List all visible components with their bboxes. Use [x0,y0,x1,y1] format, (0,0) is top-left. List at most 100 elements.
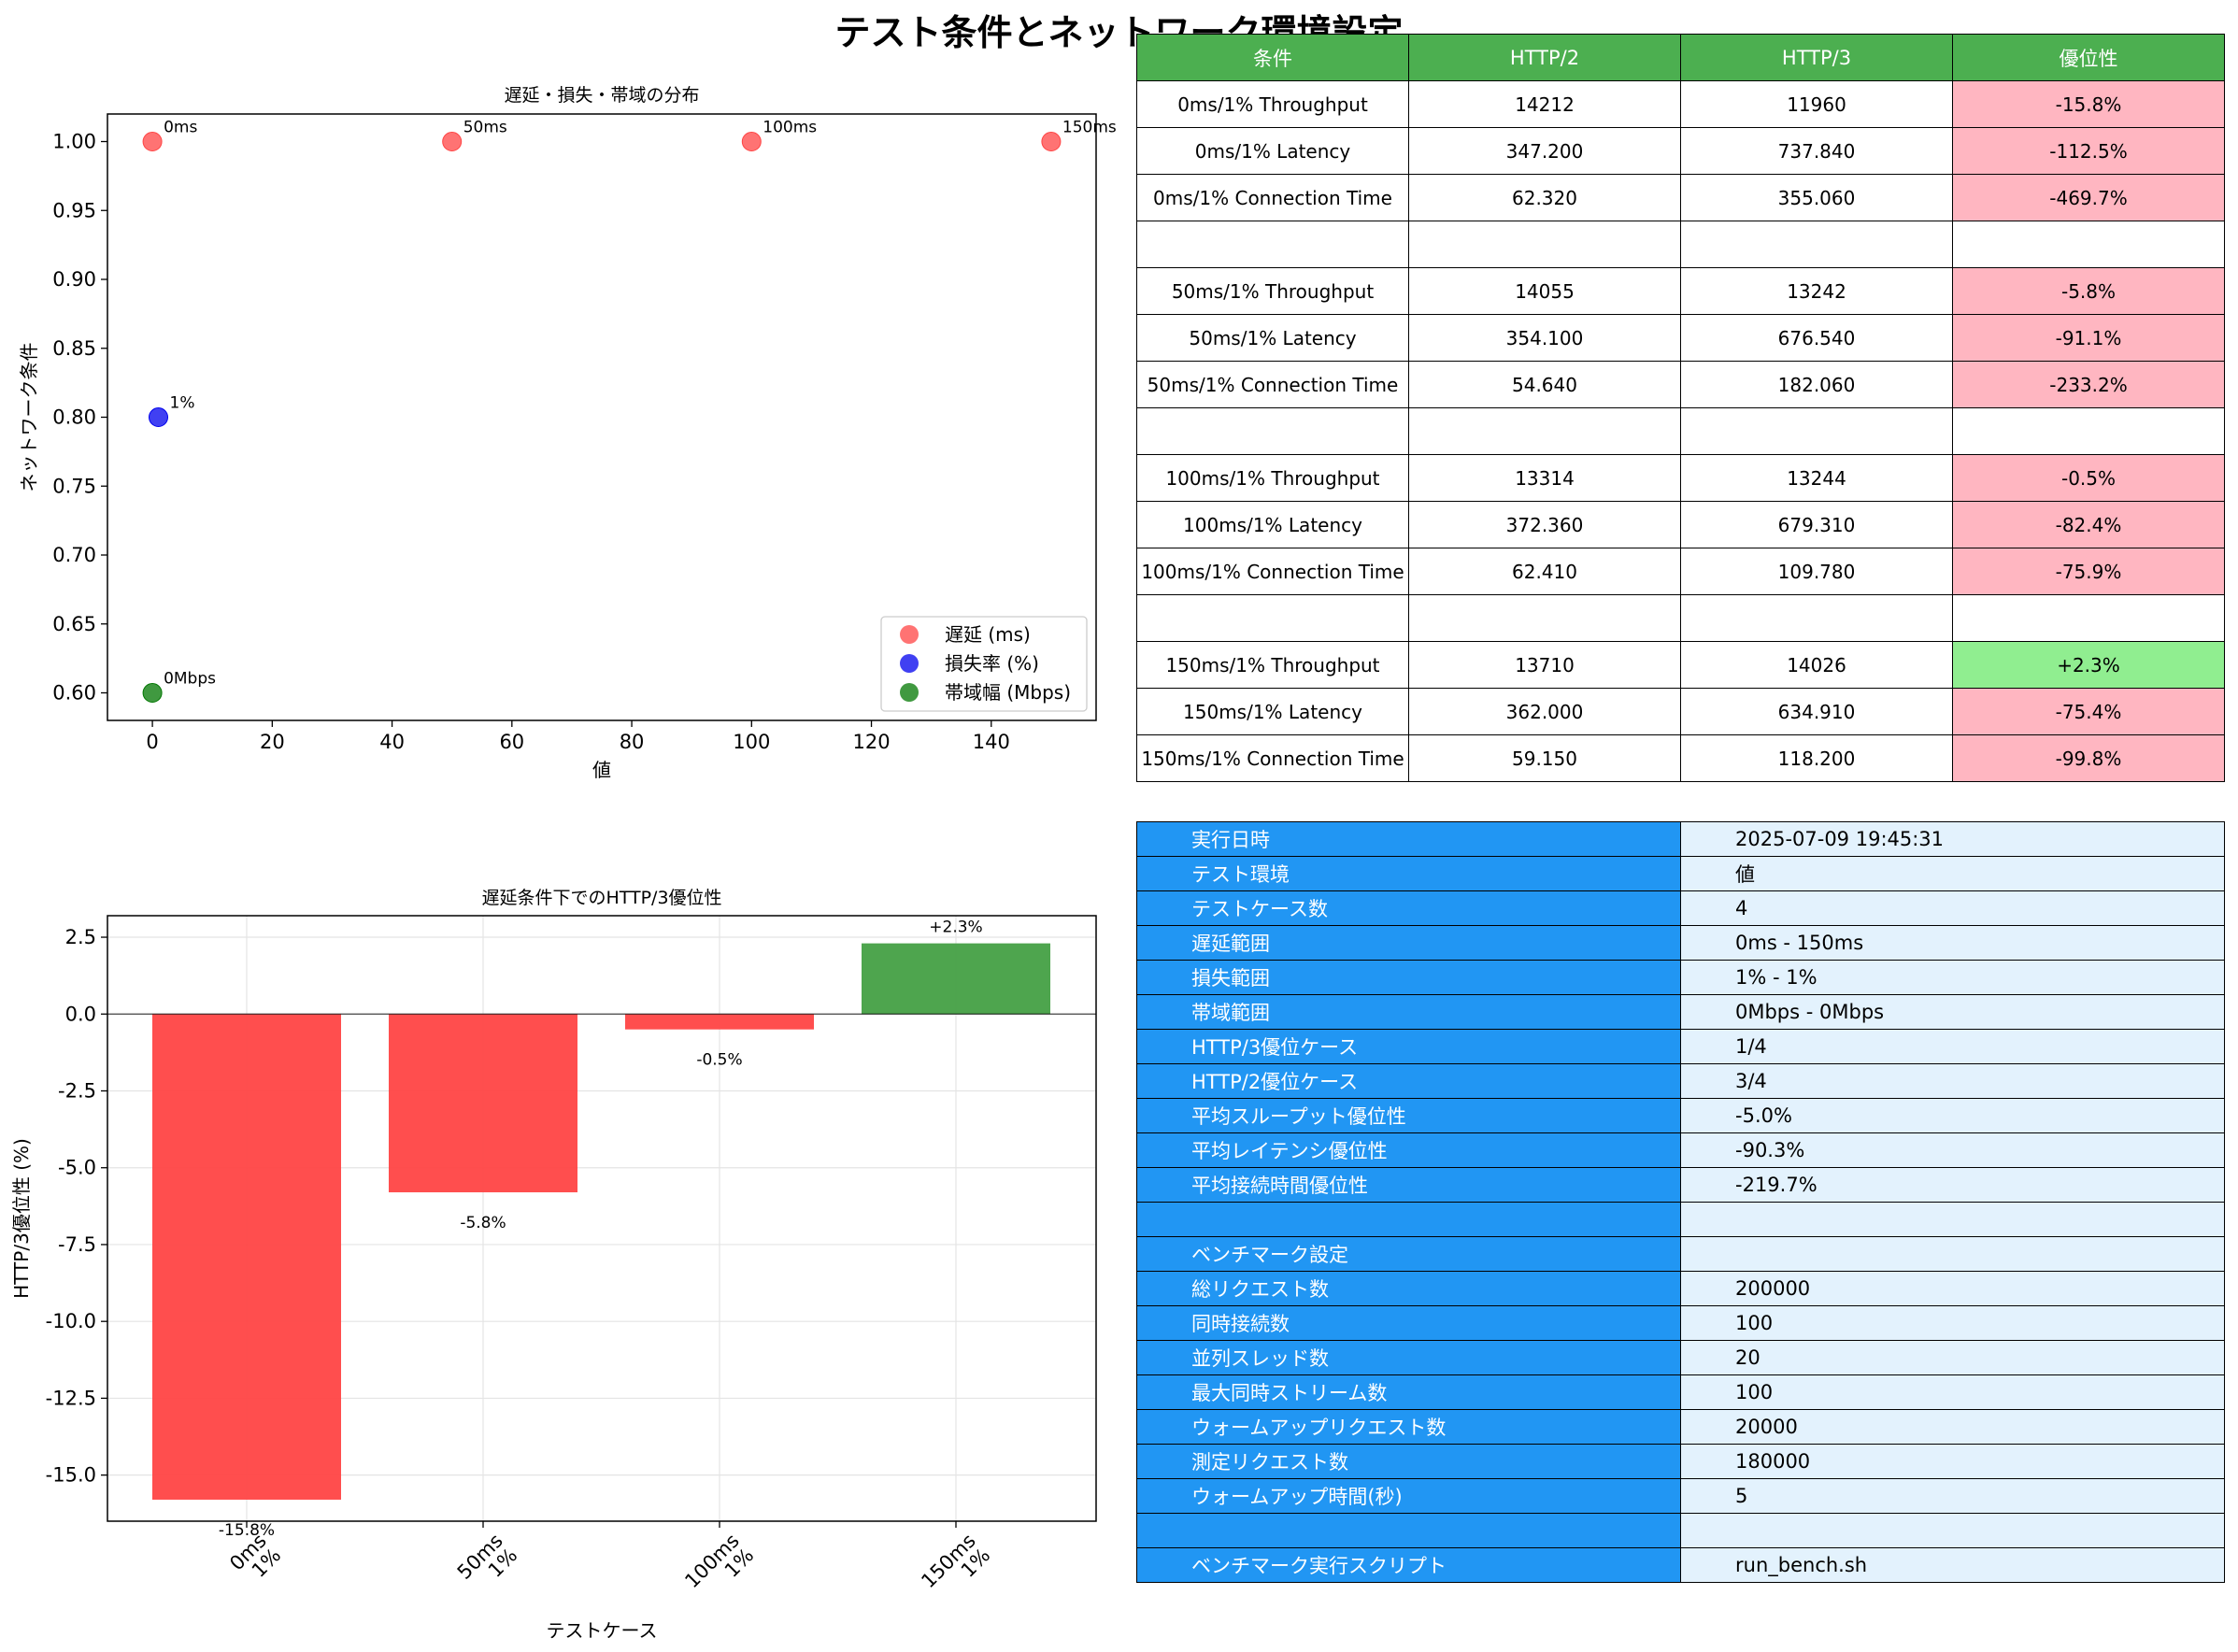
plot-frame [107,113,1097,721]
point-label: 150ms [1062,119,1117,137]
comparison-row: 50ms/1% Throughput 14055 13242 -5.8% [1136,267,2225,315]
point-label: 0ms [164,119,197,137]
legend-label: 遅延 (ms) [945,623,1031,646]
y-tick-label: 0.70 [52,544,96,566]
plot-frame [107,915,1097,1522]
condition-cell [1136,221,1409,268]
info-value-cell: 4 [1680,890,2225,926]
scatter-point [741,132,762,151]
x-tick-label: 40 [379,731,405,753]
http2-cell: 14212 [1408,80,1681,128]
legend-label: 損失率 (%) [945,652,1039,675]
condition-cell: 100ms/1% Connection Time [1136,548,1409,595]
x-axis-label: 値 [592,759,611,781]
info-value-cell [1680,1513,2225,1548]
bar [389,1014,577,1193]
info-key-cell: ウォームアップ時間(秒) [1136,1478,1681,1514]
point-label: 100ms [763,119,817,137]
info-value-cell: 0ms - 150ms [1680,925,2225,961]
condition-cell: 0ms/1% Throughput [1136,80,1409,128]
comparison-row: 50ms/1% Connection Time 54.640 182.060 -233… [1136,361,2225,408]
scatter-point [1041,132,1062,151]
comparison-row: 0ms/1% Connection Time 62.320 355.060 -469.… [1136,174,2225,221]
condition-cell [1136,594,1409,642]
scatter-title: 遅延・損失・帯域の分布 [504,85,699,106]
advantage-cell: -5.8% [1952,267,2225,315]
info-row: ベンチマーク設定 [1136,1236,2225,1272]
info-key-cell: 実行日時 [1136,821,1681,857]
http2-cell: 54.640 [1408,361,1681,408]
http3-cell: 355.060 [1680,174,1953,221]
advantage-cell: -75.4% [1952,688,2225,735]
comparison-row: 150ms/1% Connection Time 59.150 118.200 -99… [1136,734,2225,782]
comparison-row: 100ms/1% Latency 372.360 679.310 -82.4% [1136,501,2225,548]
info-value-cell: 100 [1680,1374,2225,1410]
info-key-cell: 遅延範囲 [1136,925,1681,961]
info-key-cell: ベンチマーク実行スクリプト [1136,1547,1681,1583]
point-label: 1% [170,394,195,413]
info-row: 最大同時ストリーム数 100 [1136,1374,2225,1410]
legend-label: 帯域幅 (Mbps) [945,681,1071,704]
http3-cell: 679.310 [1680,501,1953,548]
info-row: テストケース数 4 [1136,890,2225,926]
condition-cell: 150ms/1% Connection Time [1136,734,1409,782]
http3-cell: 14026 [1680,641,1953,689]
y-tick-label: -10.0 [46,1310,96,1332]
comparison-row: 0ms/1% Latency 347.200 737.840 -112.5% [1136,127,2225,175]
x-tick-label: 120 [852,731,890,753]
y-tick-label: 0.75 [52,475,96,497]
info-row: 遅延範囲 0ms - 150ms [1136,925,2225,961]
http2-cell [1408,594,1681,642]
comparison-row: 100ms/1% Throughput 13314 13244 -0.5% [1136,454,2225,502]
info-value-cell: 1% - 1% [1680,960,2225,995]
scatter-point [142,683,163,703]
comparison-header-cell: 条件 [1136,34,1409,81]
advantage-cell: -82.4% [1952,501,2225,548]
comparison-spacer-row [1136,594,2225,642]
advantage-cell [1952,594,2225,642]
y-axis-label: ネットワーク条件 [18,343,40,492]
y-tick-label: 2.5 [65,926,96,948]
condition-cell: 50ms/1% Throughput [1136,267,1409,315]
info-key-cell: 同時接続数 [1136,1305,1681,1341]
info-key-cell: ベンチマーク設定 [1136,1236,1681,1272]
advantage-cell: -233.2% [1952,361,2225,408]
comparison-row: 0ms/1% Throughput 14212 11960 -15.8% [1136,80,2225,128]
comparison-spacer-row [1136,221,2225,268]
x-tick-label: 20 [260,731,285,753]
y-tick-label: 0.0 [65,1003,96,1025]
condition-cell: 150ms/1% Throughput [1136,641,1409,689]
comparison-spacer-row [1136,407,2225,455]
bar-value-label: +2.3% [929,919,982,937]
comparison-row: 100ms/1% Connection Time 62.410 109.780 -75… [1136,548,2225,595]
advantage-cell: -15.8% [1952,80,2225,128]
info-row: 総リクエスト数 200000 [1136,1271,2225,1306]
scatter-point [442,132,463,151]
y-tick-label: -15.0 [46,1464,96,1487]
y-tick-label: 0.95 [52,199,96,221]
info-row [1136,1202,2225,1237]
point-label: 0Mbps [164,670,216,689]
advantage-cell: -0.5% [1952,454,2225,502]
http3-cell: 118.200 [1680,734,1953,782]
http3-cell: 182.060 [1680,361,1953,408]
info-row: 並列スレッド数 20 [1136,1340,2225,1375]
x-axis-label: テストケース [547,1619,658,1642]
info-key-cell: 損失範囲 [1136,960,1681,995]
info-value-cell: 200000 [1680,1271,2225,1306]
info-key-cell: 平均レイテンシ優位性 [1136,1132,1681,1168]
condition-cell: 0ms/1% Latency [1136,127,1409,175]
http3-cell: 13244 [1680,454,1953,502]
info-row: 測定リクエスト数 180000 [1136,1444,2225,1479]
http2-cell: 62.320 [1408,174,1681,221]
info-value-cell: 2025-07-09 19:45:31 [1680,821,2225,857]
http3-cell: 109.780 [1680,548,1953,595]
scatter-point [149,407,169,427]
info-value-cell: 1/4 [1680,1029,2225,1064]
x-tick-label: 0 [146,731,158,753]
bar-value-label: -15.8% [219,1521,275,1540]
http3-cell: 737.840 [1680,127,1953,175]
http2-cell [1408,221,1681,268]
bar-chart: 遅延条件下でのHTTP/3優位性 -15.8% -5.8% -0.5% +2.3% -15… [10,888,1097,1642]
